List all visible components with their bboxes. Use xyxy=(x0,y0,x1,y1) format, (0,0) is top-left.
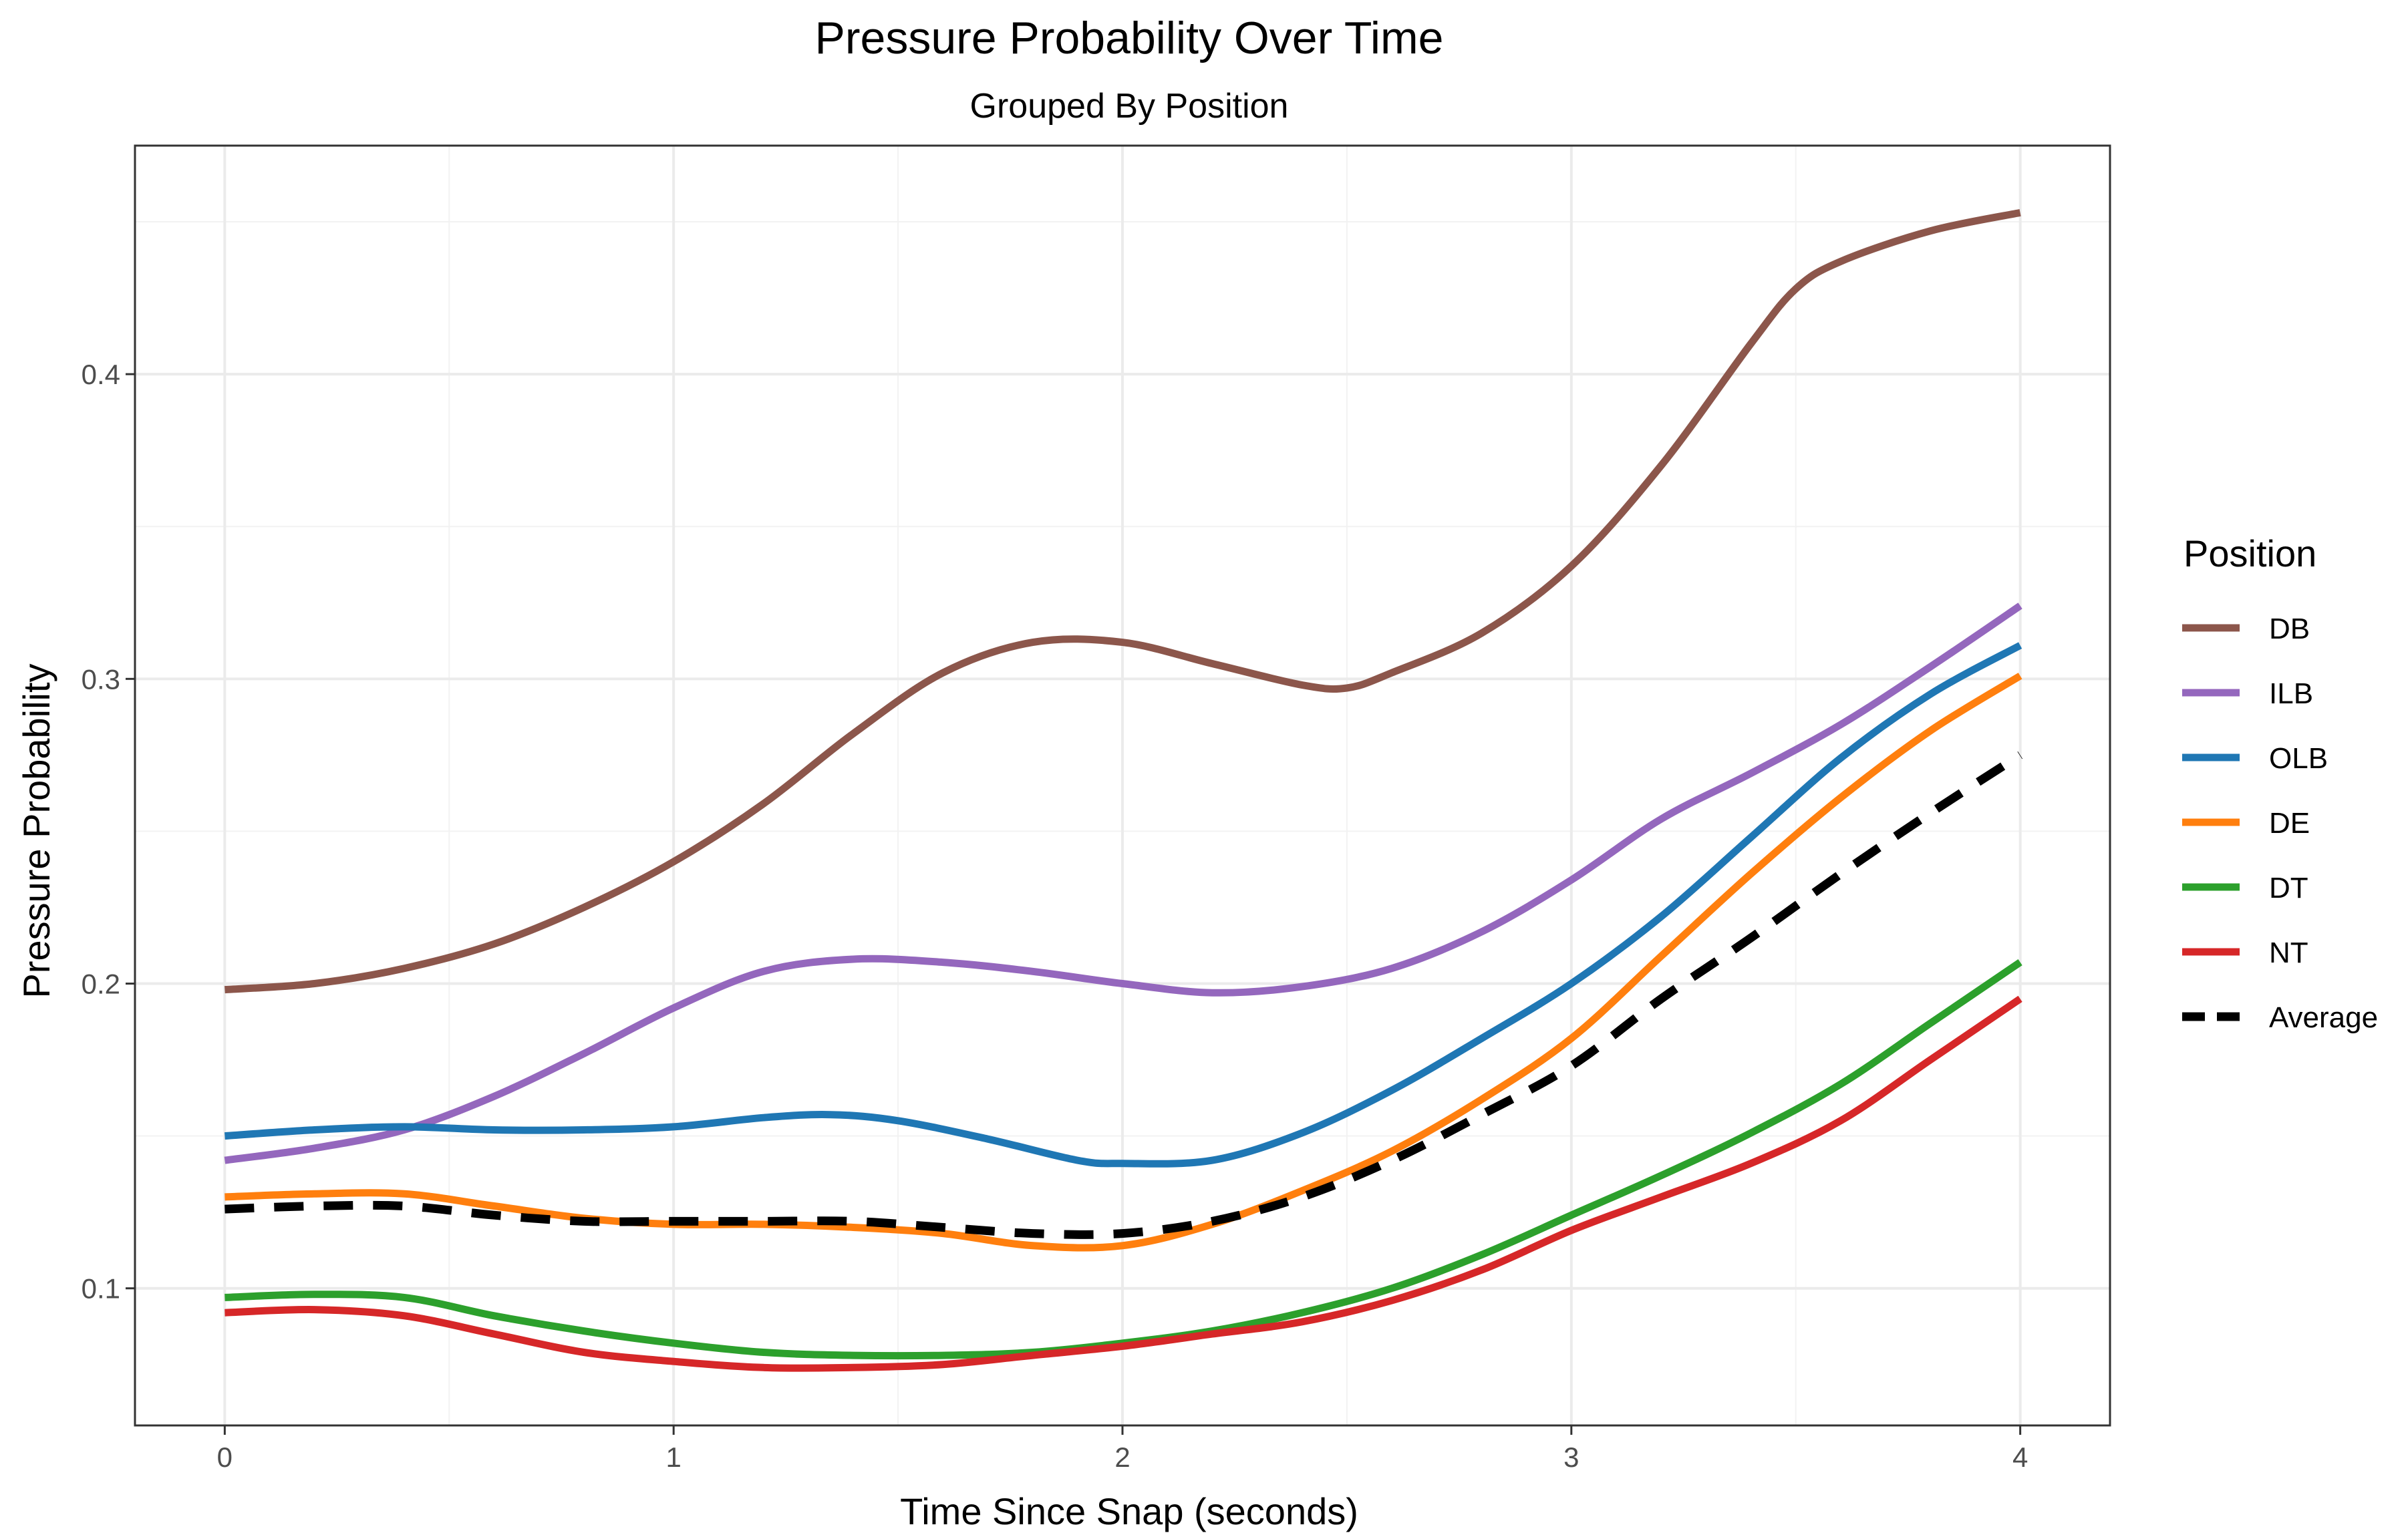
legend-item-olb: OLB xyxy=(2182,742,2328,775)
series-lines xyxy=(224,209,2023,1372)
chart-title: Pressure Probability Over Time xyxy=(815,13,1444,63)
y-axis-title: Pressure Probability xyxy=(15,663,57,998)
legend-item-ilb: ILB xyxy=(2182,677,2313,710)
chart-subtitle: Grouped By Position xyxy=(970,87,1289,126)
y-tick-label-0: 0.1 xyxy=(82,1273,120,1305)
x-tick-label-1: 1 xyxy=(666,1441,682,1473)
axis-ticks: 0 1 2 3 4 0.1 0.2 0.3 0.4 xyxy=(82,359,2028,1473)
x-axis-title: Time Since Snap (seconds) xyxy=(900,1490,1358,1532)
legend-items: DB ILB OLB DE DT NT Average xyxy=(2182,613,2378,1034)
series-line-average xyxy=(224,751,2023,1239)
x-tick-label-2: 2 xyxy=(1114,1441,1130,1473)
legend-item-db: DB xyxy=(2182,613,2310,645)
series-line-db xyxy=(224,209,2021,994)
legend-label-nt: NT xyxy=(2269,936,2308,969)
y-tick-label-3: 0.4 xyxy=(82,359,120,390)
x-tick-label-3: 3 xyxy=(1563,1441,1579,1473)
legend-label-dt: DT xyxy=(2269,872,2308,904)
legend-item-de: DE xyxy=(2182,807,2310,840)
series-line-nt xyxy=(224,995,2022,1372)
series-line-ilb xyxy=(224,603,2022,1164)
legend-label-de: DE xyxy=(2269,807,2310,840)
series-line-de xyxy=(224,673,2022,1252)
x-tick-label-4: 4 xyxy=(2012,1441,2028,1473)
legend-label-olb: OLB xyxy=(2269,742,2328,775)
x-tick-label-0: 0 xyxy=(217,1441,233,1473)
y-tick-label-1: 0.2 xyxy=(82,969,120,1000)
legend-title: Position xyxy=(2184,532,2316,574)
legend-label-average: Average xyxy=(2269,1001,2378,1034)
legend-item-nt: NT xyxy=(2182,936,2308,969)
legend-item-dt: DT xyxy=(2182,872,2308,904)
legend: Position DB ILB OLB DE DT NT Average xyxy=(2182,532,2378,1034)
series-line-olb xyxy=(224,642,2022,1168)
legend-label-ilb: ILB xyxy=(2269,677,2313,710)
legend-label-db: DB xyxy=(2269,613,2310,645)
y-tick-label-2: 0.3 xyxy=(82,663,120,695)
legend-item-average: Average xyxy=(2182,1001,2378,1034)
